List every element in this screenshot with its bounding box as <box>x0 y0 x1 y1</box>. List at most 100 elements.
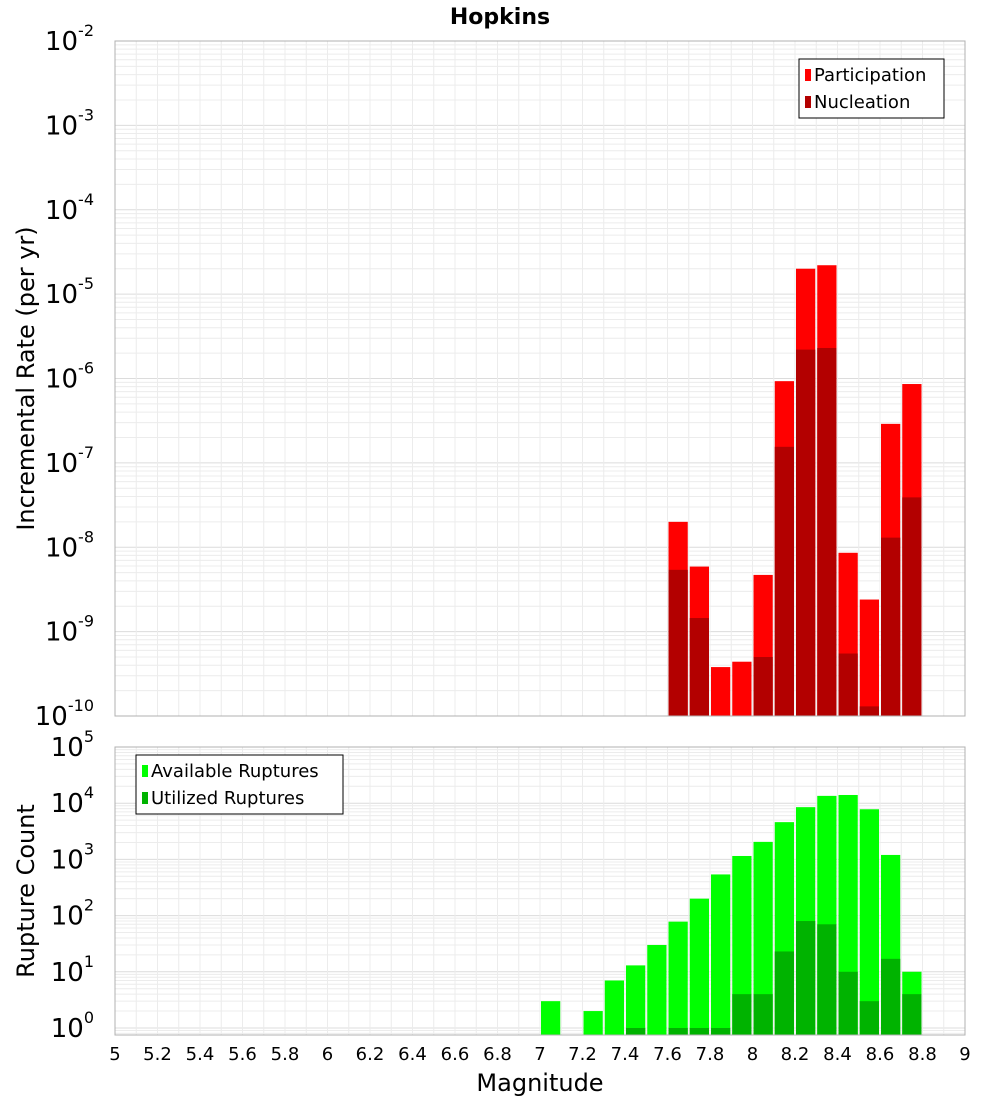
bar-utilized-ruptures-8.75 <box>902 994 922 1035</box>
bar-utilized-ruptures-7.45 <box>626 1027 646 1035</box>
bar-participation-7.85 <box>711 667 731 716</box>
legend-swatch <box>805 96 811 108</box>
top-bars <box>668 265 922 716</box>
bar-participation-8.55 <box>859 599 879 716</box>
bar-available-ruptures-8.55 <box>859 809 879 1035</box>
y-tick-label: 104 <box>51 783 94 819</box>
bar-available-ruptures-7.55 <box>647 944 667 1035</box>
x-tick-label: 8.2 <box>781 1044 810 1065</box>
y-tick-label: 10-4 <box>45 190 94 226</box>
bar-utilized-ruptures-8.45 <box>838 971 858 1035</box>
bar-nucleation-8.75 <box>902 497 922 716</box>
x-tick-label: 7 <box>534 1044 545 1065</box>
x-tick-label: 5 <box>109 1044 120 1065</box>
legend-swatch <box>805 69 811 81</box>
top-legend: Participation Nucleation <box>798 58 945 119</box>
bar-participation-7.95 <box>732 661 752 716</box>
bar-nucleation-8.25 <box>796 349 816 716</box>
bar-available-ruptures-7.05 <box>541 1001 561 1035</box>
y-tick-label: 10-7 <box>45 443 94 479</box>
x-tick-label: 8.4 <box>823 1044 852 1065</box>
y-tick-label: 10-5 <box>45 274 94 310</box>
x-tick-label: 5.6 <box>228 1044 257 1065</box>
bar-available-ruptures-8.05 <box>753 841 773 1035</box>
bottom-y-axis-label: Rupture Count <box>12 804 40 978</box>
y-tick-label: 10-3 <box>45 105 94 141</box>
bar-utilized-ruptures-7.95 <box>732 994 752 1035</box>
x-tick-label: 8.8 <box>908 1044 937 1065</box>
bar-nucleation-8.15 <box>774 446 794 716</box>
x-tick-label: 9 <box>959 1044 970 1065</box>
x-tick-label: 5.8 <box>271 1044 300 1065</box>
x-ticks: 5 5.2 5.4 5.6 5.8 6 6.2 6.4 6.6 6.8 7 7.2 7.4 7.6 7.8 8… <box>109 1044 970 1065</box>
y-tick-label: 100 <box>51 1008 94 1044</box>
bar-nucleation-8.65 <box>881 537 901 716</box>
x-tick-label: 6.4 <box>398 1044 427 1065</box>
top-plot-frame <box>114 40 966 717</box>
y-tick-label: 10-9 <box>45 612 94 648</box>
top-grid <box>114 40 966 717</box>
bottom-legend: Available Ruptures Utilized Ruptures <box>135 754 344 815</box>
x-tick-label: 8 <box>747 1044 758 1065</box>
y-tick-label: 10-6 <box>45 359 94 395</box>
chart-title: Hopkins <box>450 5 550 30</box>
x-tick-label: 7.8 <box>696 1044 725 1065</box>
bar-nucleation-7.75 <box>689 618 709 716</box>
y-tick-label: 10-2 <box>45 21 94 57</box>
x-tick-label: 8.6 <box>866 1044 895 1065</box>
legend-label: Participation <box>814 65 926 86</box>
y-tick-label: 102 <box>51 896 94 932</box>
bar-nucleation-8.35 <box>817 347 837 716</box>
bar-nucleation-8.05 <box>753 657 773 716</box>
bar-available-ruptures-7.25 <box>583 1011 603 1035</box>
x-tick-label: 6.2 <box>356 1044 385 1065</box>
bar-available-ruptures-7.95 <box>732 855 752 1035</box>
legend-label: Utilized Ruptures <box>151 788 304 809</box>
legend-box <box>135 754 344 815</box>
bottom-bars <box>541 794 922 1035</box>
rupture-count-panel: 105 104 103 102 101 100 5 5.2 5.4 5.6 5.8 6 6.2 6.4 6… <box>12 727 971 1097</box>
x-tick-label: 7.6 <box>653 1044 682 1065</box>
y-tick-label: 10-10 <box>35 696 94 732</box>
legend-swatch <box>142 765 148 777</box>
bar-available-ruptures-7.45 <box>626 965 646 1035</box>
participation-nucleation-panel: 10-2 10-3 10-4 10-5 10-6 10-7 10-8 10-9 10-10 In… <box>12 21 966 732</box>
bar-utilized-ruptures-8.05 <box>753 994 773 1035</box>
y-tick-label: 101 <box>51 952 94 988</box>
top-y-ticks: 10-2 10-3 10-4 10-5 10-6 10-7 10-8 10-9 10-10 <box>35 21 94 732</box>
legend-box <box>798 58 945 119</box>
bar-utilized-ruptures-8.15 <box>774 951 794 1035</box>
legend-label: Available Ruptures <box>151 761 319 782</box>
y-tick-label: 105 <box>51 727 94 763</box>
bar-available-ruptures-7.35 <box>604 980 624 1035</box>
bar-utilized-ruptures-7.65 <box>668 1027 688 1035</box>
x-tick-label: 7.4 <box>611 1044 640 1065</box>
bar-available-ruptures-7.85 <box>711 874 731 1035</box>
x-axis-label: Magnitude <box>476 1069 603 1097</box>
bottom-plot-frame <box>114 746 966 1036</box>
top-y-axis-label: Incremental Rate (per yr) <box>12 226 40 530</box>
bar-utilized-ruptures-8.65 <box>881 958 901 1035</box>
bar-utilized-ruptures-8.25 <box>796 921 816 1035</box>
bar-utilized-ruptures-8.35 <box>817 924 837 1035</box>
y-tick-label: 103 <box>51 839 94 875</box>
bar-nucleation-8.55 <box>859 706 879 716</box>
x-tick-label: 6.8 <box>483 1044 512 1065</box>
bottom-y-ticks: 105 104 103 102 101 100 <box>51 727 94 1044</box>
x-tick-label: 6 <box>322 1044 333 1065</box>
bar-available-ruptures-7.65 <box>668 921 688 1035</box>
x-tick-label: 6.6 <box>441 1044 470 1065</box>
x-tick-label: 5.2 <box>143 1044 172 1065</box>
bar-utilized-ruptures-7.75 <box>689 1027 709 1035</box>
legend-swatch <box>142 792 148 804</box>
x-tick-label: 7.2 <box>568 1044 597 1065</box>
bar-utilized-ruptures-7.85 <box>711 1027 731 1035</box>
legend-label: Nucleation <box>814 92 910 113</box>
y-tick-label: 10-8 <box>45 527 94 563</box>
bar-nucleation-8.45 <box>838 653 858 716</box>
bar-available-ruptures-7.75 <box>689 898 709 1035</box>
bar-utilized-ruptures-8.55 <box>859 1001 879 1035</box>
x-tick-label: 5.4 <box>186 1044 215 1065</box>
bar-nucleation-7.65 <box>668 569 688 716</box>
